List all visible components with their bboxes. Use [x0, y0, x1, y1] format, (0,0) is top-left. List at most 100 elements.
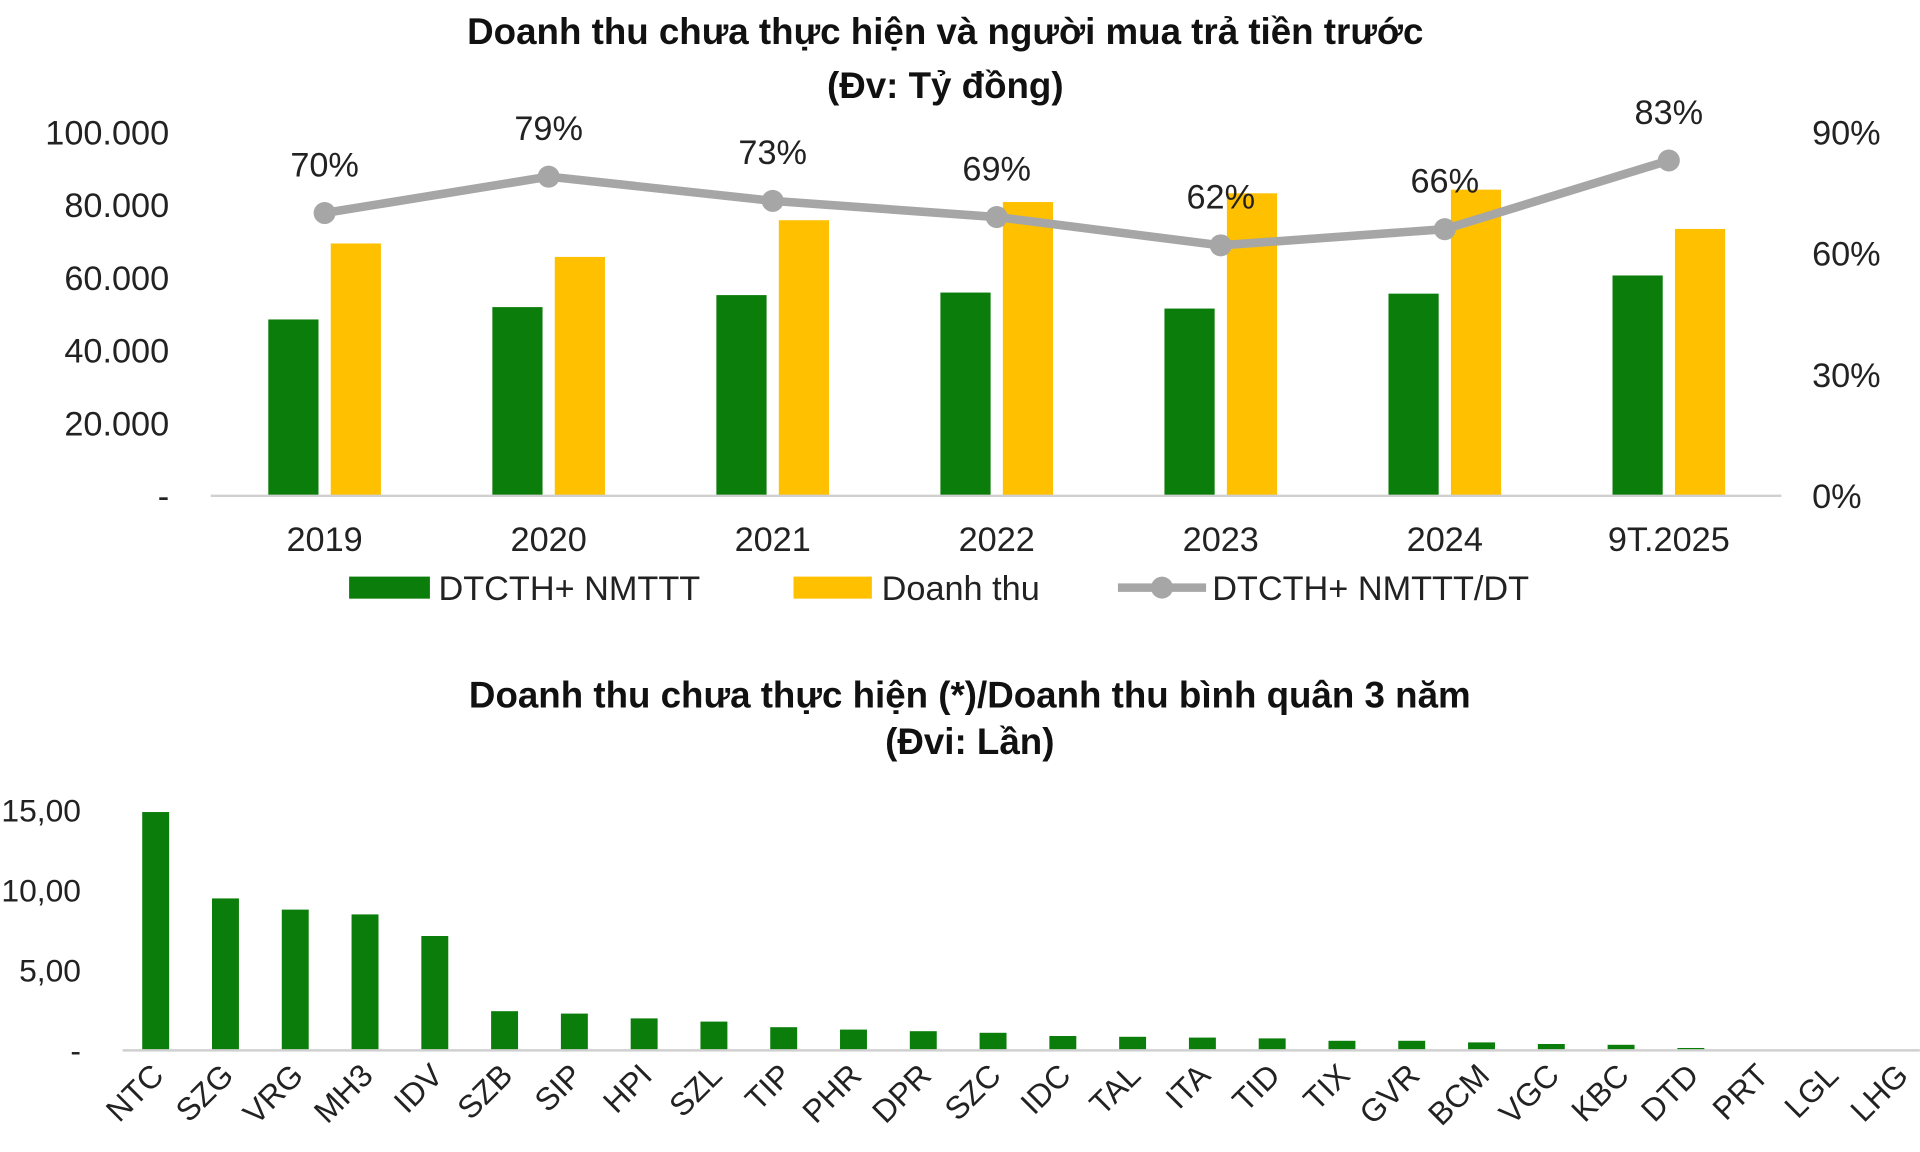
bar-dtcth-nmttt [1612, 275, 1663, 496]
bar-doanh-thu [1002, 202, 1054, 496]
bar-ratio [560, 1013, 588, 1051]
ratio-point [537, 165, 560, 188]
bar-ratio [1188, 1037, 1216, 1051]
legend-label-dtcth-nmttt: DTCTH+ NMTTT [438, 570, 700, 608]
bar-ratio [700, 1021, 728, 1051]
bar-doanh-thu [554, 256, 605, 496]
x-tick-label: 9T.2025 [1608, 521, 1730, 559]
bar-ratio [142, 812, 170, 1051]
x-tick-label: KBC [1564, 1057, 1636, 1129]
ratio-point [1657, 149, 1680, 172]
bar-ratio [1258, 1038, 1286, 1051]
y-tick-label: 5,00 [19, 952, 81, 988]
bar-ratio [840, 1029, 867, 1051]
left-tick-label: 20.000 [64, 405, 169, 443]
bar-ratio [770, 1027, 798, 1051]
legend-swatch-dtcth-nmttt [349, 576, 430, 599]
legend-label-ratio: DTCTH+ NMTTT/DT [1212, 570, 1529, 608]
legend-swatch-doanh-thu [793, 576, 872, 599]
ratio-point [1433, 218, 1456, 241]
x-tick-label: BCM [1421, 1057, 1496, 1132]
x-tick-label: IDV [387, 1056, 451, 1120]
x-tick-label: SZL [662, 1057, 729, 1124]
y-tick-label: 10,00 [1, 872, 81, 908]
left-tick-label: - [158, 478, 169, 516]
x-tick-label: TID [1225, 1057, 1287, 1119]
x-tick-label: DTD [1634, 1057, 1706, 1129]
x-tick-label: LGL [1777, 1057, 1845, 1125]
bottom-chart-title: Doanh thu chưa thực hiện (*)/Doanh thu b… [469, 675, 1471, 716]
top-chart: - 20.000 40.000 60.000 80.000 100.000 0% 30% 60%… [45, 94, 1880, 608]
bar-ratio [630, 1018, 658, 1051]
x-tick-label: PHR [795, 1057, 868, 1130]
x-tick-label: IDC [1013, 1057, 1077, 1121]
x-tick-label: LHG [1843, 1057, 1915, 1129]
x-tick-label: VRG [236, 1057, 310, 1131]
bar-doanh-thu [778, 220, 830, 496]
ratio-point [1209, 234, 1232, 257]
x-tick-label: TAL [1082, 1057, 1147, 1122]
y-tick-label: 15,00 [1, 792, 81, 828]
ratio-data-label: 83% [1635, 94, 1704, 132]
bar-ratio [1049, 1035, 1077, 1051]
x-tick-label: ITA [1158, 1056, 1217, 1115]
bar-ratio [1468, 1042, 1495, 1051]
ratio-data-label: 73% [738, 134, 807, 172]
bar-ratio [351, 914, 379, 1051]
ratio-data-label: 66% [1410, 162, 1479, 200]
ratio-point [985, 206, 1008, 229]
bar-ratio [1398, 1040, 1426, 1051]
left-tick-label: 60.000 [64, 260, 169, 298]
bar-doanh-thu [1674, 228, 1726, 496]
x-tick-label: NTC [99, 1057, 171, 1129]
bar-doanh-thu [1450, 189, 1502, 496]
x-tick-label: TIP [738, 1057, 798, 1117]
ratio-point [313, 201, 336, 225]
x-tick-label: 2023 [1183, 521, 1259, 559]
x-tick-label: SZB [450, 1057, 519, 1126]
x-tick-label: 2021 [735, 521, 811, 559]
x-tick-label: HPI [596, 1057, 659, 1120]
bar-ratio [211, 898, 239, 1051]
bar-ratio [979, 1032, 1007, 1051]
right-tick-label: 30% [1812, 357, 1881, 395]
left-tick-label: 40.000 [64, 333, 169, 371]
y-tick-label: - [70, 1032, 81, 1068]
x-tick-label: PRT [1705, 1057, 1775, 1127]
bar-ratio [421, 936, 449, 1051]
bar-ratio [1328, 1040, 1356, 1051]
left-tick-label: 80.000 [64, 187, 169, 225]
left-tick-label: 100.000 [45, 114, 169, 152]
x-tick-label: 2020 [511, 521, 587, 559]
bar-ratio [1607, 1044, 1635, 1051]
x-tick-label: MH3 [307, 1057, 380, 1130]
bar-doanh-thu [330, 243, 381, 496]
right-tick-label: 90% [1812, 114, 1881, 152]
bottom-chart-subtitle: (Đvi: Lần) [885, 721, 1054, 762]
ratio-data-label: 62% [1186, 179, 1255, 217]
ratio-data-label: 69% [962, 150, 1031, 188]
top-chart-title: Doanh thu chưa thực hiện và người mua tr… [467, 11, 1423, 52]
ratio-data-label: 79% [514, 110, 583, 148]
x-tick-label: 2022 [959, 521, 1035, 559]
bar-ratio [491, 1011, 519, 1051]
x-tick-label: 2024 [1407, 521, 1483, 559]
right-tick-label: 60% [1812, 236, 1881, 274]
top-chart-subtitle: (Đv: Tỷ đồng) [827, 65, 1064, 106]
bar-ratio [281, 909, 309, 1051]
bar-dtcth-nmttt [268, 319, 319, 496]
x-tick-label: VGC [1492, 1057, 1566, 1131]
bar-dtcth-nmttt [1388, 293, 1439, 496]
x-tick-label: SIP [527, 1057, 589, 1119]
bar-dtcth-nmttt [492, 307, 543, 496]
legend-swatch-ratio-point [1150, 576, 1174, 599]
bar-ratio [1537, 1043, 1565, 1051]
x-tick-label: GVR [1352, 1057, 1426, 1131]
x-tick-label: TIX [1296, 1057, 1356, 1117]
x-tick-label: 2019 [287, 521, 363, 559]
ratio-data-label: 70% [290, 146, 359, 184]
x-tick-label: DPR [865, 1057, 938, 1130]
x-tick-label: SZG [169, 1057, 241, 1129]
